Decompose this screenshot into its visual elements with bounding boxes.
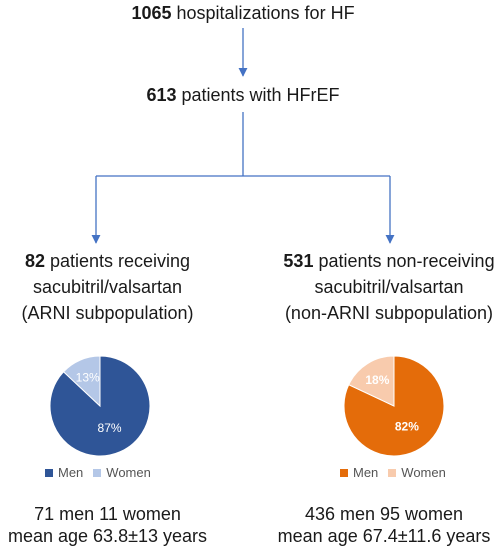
non-arni-stats: 436 men 95 women mean age 67.4±11.6 year… [265,503,503,547]
non-arni-mean-age: mean age 67.4±11.6 years [277,526,491,546]
non-arni-line1: 531 patients non-receiving [275,248,503,274]
arni-group-label: 82 patients receiving sacubitril/valsart… [0,248,215,326]
hfref-patients-label: 613 patients with HFrEF [93,84,393,106]
legend-women-swatch [93,468,102,477]
pie-slice-women [62,355,101,408]
arni-stats: 71 men 11 women mean age 63.8±13 years [0,503,215,547]
legend-women-swatch [388,468,397,477]
pie-label-women: 13% [76,371,100,385]
pie-label-men: 82% [395,419,419,433]
hfref-text: patients with HFrEF [176,85,340,105]
arni-legend: Men Women [45,465,161,480]
hfref-count: 613 [146,85,177,105]
legend-men-swatch [340,468,348,477]
arni-line1-text: patients receiving [44,251,191,271]
legend-women: Women [93,465,151,480]
arni-line1: 82 patients receiving [0,248,215,274]
non-arni-line1-text: patients non-receiving [313,251,495,271]
legend-women-label: Women [401,465,446,480]
arni-sex-pie-chart: 87% 13% [49,355,151,457]
arni-mean-age: mean age 63.8±13 years [7,526,207,546]
legend-men: Men [340,465,378,480]
non-arni-sex-counts: 436 men 95 women [304,504,464,524]
non-arni-count: 531 [283,251,314,271]
arni-drug: sacubitril/valsartan [32,277,183,297]
legend-men-label: Men [58,465,84,480]
legend-men: Men [45,465,83,480]
non-arni-legend: Men Women [340,465,456,480]
pie-label-men: 87% [98,421,122,435]
hospitalizations-text: hospitalizations for HF [171,3,355,23]
legend-women: Women [388,465,446,480]
pie-label-women: 18% [365,373,389,387]
non-arni-sex-pie-chart: 82% 18% [343,355,445,457]
legend-women-label: Women [106,465,151,480]
non-arni-group-label: 531 patients non-receiving sacubitril/va… [275,248,503,326]
non-arni-drug: sacubitril/valsartan [314,277,464,297]
arni-subpop: (ARNI subpopulation) [21,303,194,323]
non-arni-subpop: (non-ARNI subpopulation) [284,303,494,323]
arni-sex-counts: 71 men 11 women [34,504,181,524]
legend-men-label: Men [353,465,379,480]
pie-slice-women [348,355,395,407]
hospitalizations-label: 1065 hospitalizations for HF [93,2,393,24]
legend-men-swatch [45,468,53,477]
arni-count: 82 [24,251,45,271]
hospitalizations-count: 1065 [131,3,172,23]
